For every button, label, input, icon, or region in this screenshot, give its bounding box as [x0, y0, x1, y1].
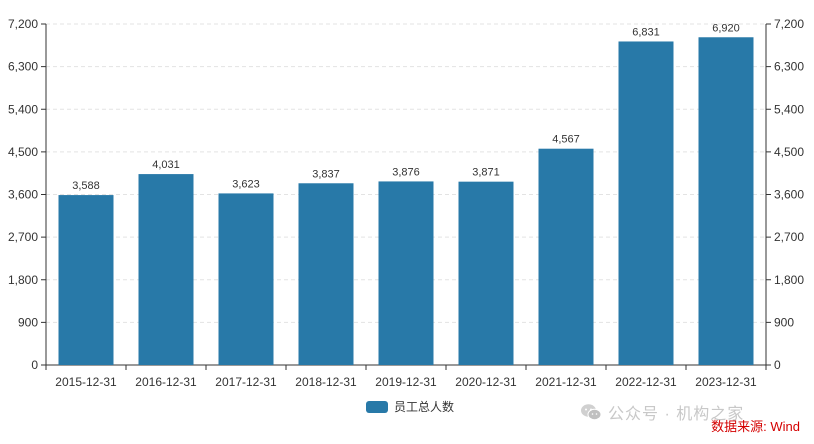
- y-tick-label-left: 6,300: [8, 60, 38, 74]
- data-label: 4,031: [152, 159, 180, 171]
- x-tick-label: 2022-12-31: [615, 375, 677, 389]
- bar: [218, 193, 274, 365]
- data-label: 6,831: [632, 26, 660, 38]
- y-tick-label-right: 4,500: [774, 145, 804, 159]
- data-label: 6,920: [712, 22, 740, 34]
- y-tick-label-left: 4,500: [8, 145, 38, 159]
- bar: [298, 183, 354, 365]
- y-tick-label-left: 1,800: [8, 273, 38, 287]
- data-label: 3,588: [72, 180, 100, 192]
- x-tick-label: 2020-12-31: [455, 375, 517, 389]
- y-tick-label-left: 900: [18, 315, 38, 329]
- x-tick-label: 2023-12-31: [695, 375, 757, 389]
- bar: [378, 181, 434, 365]
- y-tick-label-right: 0: [774, 358, 781, 372]
- bar: [698, 37, 754, 366]
- data-label: 3,623: [232, 178, 260, 190]
- data-label: 4,567: [552, 134, 580, 146]
- source-note: 数据来源: Wind: [711, 419, 800, 434]
- data-label: 3,876: [392, 166, 420, 178]
- y-tick-label-left: 5,400: [8, 102, 38, 116]
- bar: [618, 41, 674, 365]
- y-tick-label-left: 0: [31, 358, 38, 372]
- y-tick-label-right: 6,300: [774, 60, 804, 74]
- watermark: 公众号 · 机构之家: [580, 400, 744, 424]
- legend-label: 员工总人数: [394, 400, 455, 414]
- legend-swatch: [366, 400, 388, 413]
- x-tick-label: 2016-12-31: [135, 375, 197, 389]
- wechat-icon: [581, 404, 602, 421]
- bar: [538, 148, 594, 365]
- x-tick-label: 2015-12-31: [55, 375, 117, 389]
- watermark-text: 公众号 · 机构之家: [608, 406, 745, 423]
- bar: [138, 174, 194, 365]
- bar: [458, 181, 514, 365]
- y-tick-label-right: 5,400: [774, 102, 804, 116]
- y-tick-label-right: 7,200: [774, 17, 804, 31]
- y-tick-label-right: 1,800: [774, 273, 804, 287]
- y-tick-label-right: 2,700: [774, 230, 804, 244]
- data-label: 3,837: [312, 168, 340, 180]
- y-tick-label-left: 7,200: [8, 17, 38, 31]
- y-tick-label-right: 3,600: [774, 188, 804, 202]
- data-label: 3,871: [472, 167, 500, 179]
- y-tick-label-left: 2,700: [8, 230, 38, 244]
- legend[interactable]: 员工总人数: [366, 398, 454, 415]
- y-tick-label-right: 900: [774, 315, 794, 329]
- x-tick-label: 2021-12-31: [535, 375, 597, 389]
- x-tick-label: 2017-12-31: [215, 375, 277, 389]
- x-tick-label: 2019-12-31: [375, 375, 437, 389]
- bar: [58, 195, 114, 365]
- x-tick-label: 2018-12-31: [295, 375, 357, 389]
- y-tick-label-left: 3,600: [8, 188, 38, 202]
